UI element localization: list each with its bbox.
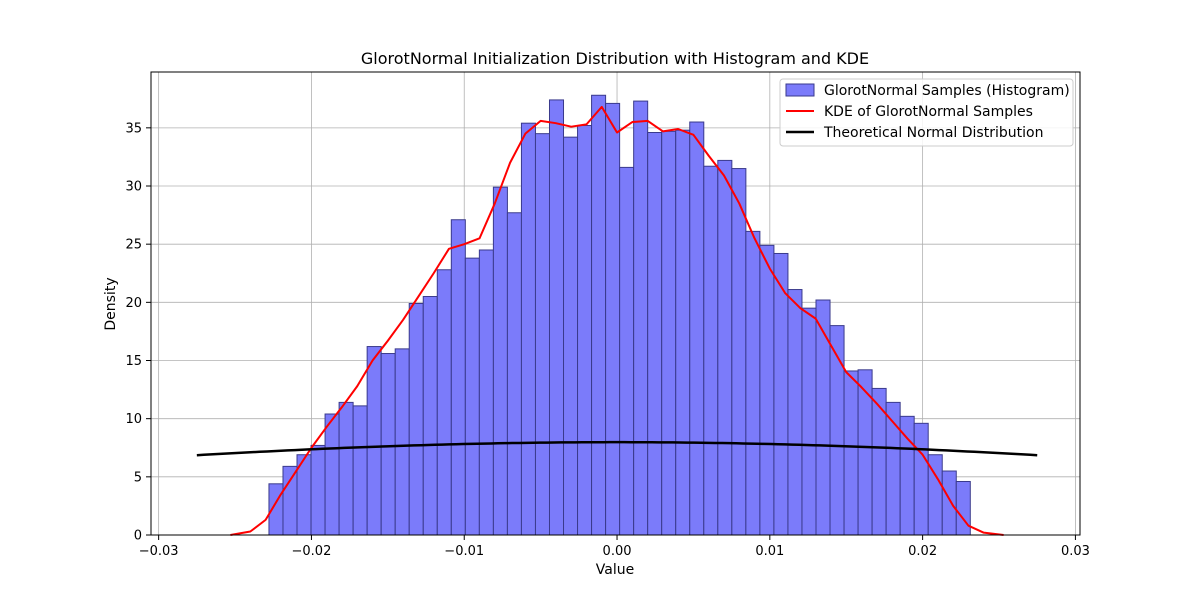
series-lines bbox=[196, 105, 1038, 536]
y-tick-label: 0 bbox=[134, 529, 142, 544]
histogram-bar bbox=[689, 121, 705, 536]
y-tick-label: 15 bbox=[125, 354, 142, 369]
histogram-bar bbox=[941, 470, 957, 536]
histogram-bar bbox=[815, 299, 831, 536]
legend-normal-label: Theoretical Normal Distribution bbox=[823, 125, 1043, 141]
axis-ticks: −0.03 −0.02 −0.01 0.00 0.01 0.02 0.03 0 5 10 15 20 2… bbox=[125, 121, 1089, 559]
plot-frame bbox=[150, 71, 1081, 536]
x-tick-label: −0.02 bbox=[292, 544, 332, 559]
histogram-bar bbox=[464, 257, 480, 536]
histogram-bar bbox=[534, 133, 550, 536]
histogram-bar bbox=[745, 230, 761, 536]
histogram-bar bbox=[422, 296, 438, 536]
histogram-bar bbox=[506, 212, 522, 536]
y-tick-label: 25 bbox=[125, 238, 142, 253]
x-tick-label: 0.02 bbox=[908, 544, 937, 559]
y-tick-label: 5 bbox=[134, 470, 142, 485]
x-tick-label: 0.03 bbox=[1061, 544, 1090, 559]
histogram-bar bbox=[675, 129, 691, 536]
y-axis-label: Density bbox=[103, 277, 119, 330]
histogram-bar bbox=[310, 444, 326, 536]
histogram-bar bbox=[773, 252, 789, 536]
histogram-bar bbox=[787, 289, 803, 536]
histogram-bar bbox=[394, 348, 410, 536]
histogram-bar bbox=[633, 100, 649, 536]
chart-title: GlorotNormal Initialization Distribution… bbox=[361, 49, 869, 68]
x-tick-label: −0.03 bbox=[139, 544, 179, 559]
histogram-bar bbox=[955, 480, 971, 536]
histogram-bar bbox=[380, 353, 396, 536]
histogram-bar bbox=[366, 346, 382, 536]
histogram-bar bbox=[352, 405, 368, 536]
histogram-bar bbox=[647, 131, 663, 536]
histogram-bar bbox=[338, 401, 354, 536]
y-tick-label: 35 bbox=[125, 121, 142, 136]
histogram-bar bbox=[563, 136, 579, 536]
histogram-bar bbox=[436, 269, 452, 536]
histogram-bar bbox=[801, 307, 817, 536]
legend-kde-label: KDE of GlorotNormal Samples bbox=[824, 104, 1033, 120]
histogram-bar bbox=[843, 370, 859, 536]
x-axis-label: Value bbox=[596, 562, 634, 578]
y-tick-label: 30 bbox=[125, 180, 142, 195]
legend-histogram-swatch bbox=[785, 83, 815, 97]
normal-distribution-line bbox=[196, 440, 1038, 457]
legend-box bbox=[779, 78, 1074, 147]
histogram-bar bbox=[408, 303, 424, 536]
histogram-bar bbox=[717, 159, 733, 536]
x-tick-label: 0.01 bbox=[755, 544, 784, 559]
histogram-bar bbox=[605, 102, 621, 536]
legend: GlorotNormal Samples (Histogram) KDE of … bbox=[779, 78, 1074, 147]
histogram-bar bbox=[703, 165, 719, 536]
histogram-bar bbox=[857, 369, 873, 536]
histogram-bar bbox=[548, 99, 565, 536]
histogram-bar bbox=[492, 186, 508, 536]
kde-line bbox=[230, 105, 1004, 536]
histogram-bar bbox=[520, 122, 536, 536]
histogram-bar bbox=[759, 244, 775, 536]
histogram-bar bbox=[661, 130, 677, 536]
histogram-bar bbox=[282, 465, 298, 536]
histogram-bar bbox=[591, 94, 607, 536]
histogram-bar bbox=[478, 249, 494, 536]
histogram-bar bbox=[577, 125, 593, 536]
y-tick-label: 10 bbox=[125, 412, 142, 427]
histogram-bar bbox=[324, 413, 340, 536]
histogram-bar bbox=[450, 219, 466, 536]
legend-histogram-label: GlorotNormal Samples (Histogram) bbox=[824, 83, 1070, 99]
histogram-bar bbox=[619, 166, 635, 536]
x-tick-label: 0.00 bbox=[603, 544, 632, 559]
x-tick-label: −0.01 bbox=[444, 544, 484, 559]
y-tick-label: 20 bbox=[125, 296, 142, 311]
histogram-bar bbox=[731, 168, 747, 536]
histogram-bar bbox=[913, 422, 929, 536]
